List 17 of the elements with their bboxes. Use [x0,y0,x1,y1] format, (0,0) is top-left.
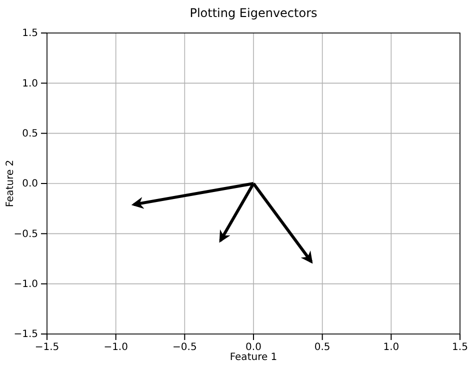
x-tick-label: −0.5 [172,342,197,354]
y-tick-label: 0.0 [22,178,38,190]
x-tick-label: 1.0 [383,342,400,354]
y-tick-label: −0.5 [14,228,38,240]
chart-title: Plotting Eigenvectors [190,6,318,20]
x-tick-label: −1.0 [104,342,128,354]
x-tick-label: 1.5 [452,342,468,354]
y-tick-label: 1.0 [22,78,38,90]
y-axis-title: Feature 2 [5,160,16,208]
x-tick-label: 0.5 [314,342,330,354]
x-tick-label: 0.0 [246,342,262,354]
y-tick-label: 1.5 [22,28,38,40]
y-tick-label: 0.5 [22,128,38,140]
x-tick-label: −1.5 [34,342,60,354]
y-tick-label: −1.0 [14,279,38,290]
x-axis-title: Feature 1 [230,352,278,363]
y-tick-label: −1.5 [14,329,38,340]
